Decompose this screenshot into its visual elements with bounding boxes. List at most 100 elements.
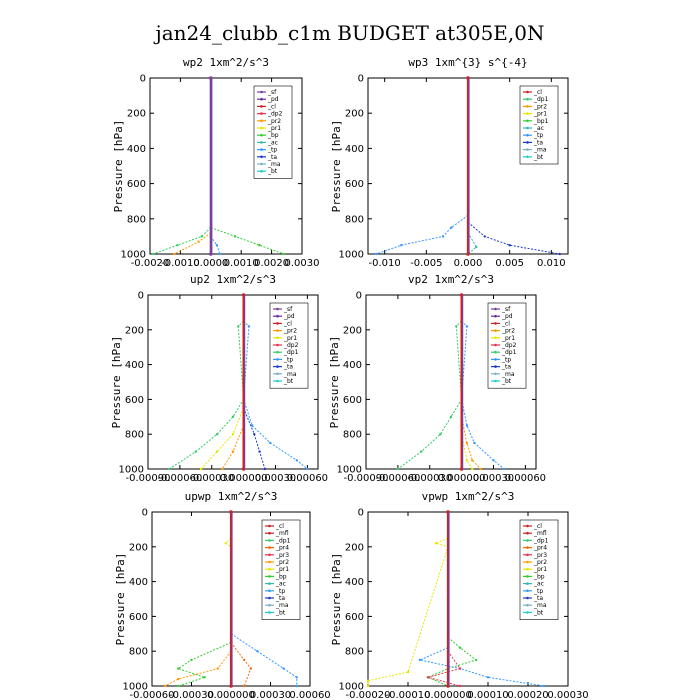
legend-marker — [526, 567, 529, 571]
series-point — [455, 325, 458, 328]
legend-marker — [268, 539, 271, 542]
legend-marker — [526, 589, 529, 593]
legend-marker — [526, 141, 529, 144]
series-point — [218, 252, 222, 256]
legend-label: _tp — [267, 147, 277, 154]
series-point — [215, 433, 219, 436]
series-point — [200, 235, 203, 238]
series-point — [199, 467, 203, 471]
x-tick-label: -0.010 — [369, 258, 401, 269]
legend-label: _pr2 — [533, 103, 547, 110]
legend-marker — [268, 567, 271, 571]
legend-label: _tp — [533, 132, 543, 139]
y-tick-label: 1000 — [337, 465, 362, 476]
legend-marker — [276, 365, 279, 368]
series-point — [177, 684, 180, 688]
legend-label: _bp1 — [533, 118, 549, 125]
legend-marker — [526, 97, 529, 101]
x-tick-label: 0.00030 — [255, 473, 296, 484]
series-point — [558, 252, 561, 256]
legend-marker — [276, 307, 279, 311]
figure-title: jan24_clubb_c1m BUDGET at305E,0N — [154, 21, 545, 45]
panel-title: vpwp 1xm^2/s^3 — [422, 490, 515, 503]
legend-label: _dp1 — [533, 537, 549, 544]
x-tick-label: -0.00030 — [169, 690, 214, 700]
series-point — [258, 244, 261, 247]
legend-marker — [494, 372, 497, 376]
x-tick-label: 0.00060 — [289, 690, 330, 700]
x-tick-label: -0.00090 — [126, 473, 171, 484]
legend-label: _mfl — [275, 530, 289, 537]
legend-marker — [260, 126, 263, 130]
series-point — [231, 450, 235, 453]
y-tick-label: 400 — [345, 577, 364, 588]
legend-label: _dp2 — [501, 342, 517, 349]
series-point — [231, 433, 235, 436]
legend-label: _pd — [501, 313, 513, 320]
legend-marker — [268, 553, 271, 557]
series-pr2-line — [174, 232, 212, 255]
legend-marker — [526, 539, 529, 542]
series-point — [256, 650, 259, 653]
panel-1: wp3 1xm^{3} s^{-4} Pressure [hPa] 0 200 400 6… — [330, 56, 569, 269]
x-tick-label: 0.00010 — [467, 690, 508, 700]
legend-marker — [494, 322, 497, 325]
series-point — [263, 467, 267, 471]
legend-label: _ta — [267, 154, 277, 161]
legend-marker — [526, 603, 529, 607]
legend-label: _cl — [275, 523, 284, 530]
series-point — [474, 658, 478, 662]
series-point — [458, 684, 462, 688]
legend-label: _bt — [267, 168, 278, 175]
y-tick-label: 800 — [129, 647, 148, 658]
series-point — [250, 424, 254, 427]
panel-title: vp2 1xm^2/s^3 — [408, 273, 494, 286]
legend-marker — [276, 329, 279, 332]
plot-frame — [365, 294, 537, 470]
legend-label: _pd — [267, 96, 279, 103]
y-axis-label: Pressure [hPa] — [330, 120, 343, 213]
series-point — [215, 244, 219, 247]
legend-label: _ac — [533, 581, 544, 588]
series-point — [473, 441, 476, 445]
series-pr1-line — [461, 434, 473, 470]
legend-label: _pr4 — [533, 545, 547, 552]
series-point — [215, 450, 219, 453]
y-tick-label: 0 — [358, 74, 364, 85]
legend-marker — [526, 596, 529, 600]
series-point — [231, 415, 235, 418]
series-point — [406, 670, 410, 674]
y-tick-label: 600 — [127, 179, 146, 190]
legend-label: _cl — [267, 103, 276, 110]
y-tick-label: 600 — [129, 612, 148, 623]
series-point — [475, 245, 478, 249]
plot-frame — [367, 511, 569, 687]
x-tick-label: 0.00030 — [250, 690, 291, 700]
legend-marker — [276, 358, 279, 361]
x-tick-label: -0.00090 — [344, 473, 389, 484]
series-point — [396, 467, 400, 471]
legend-label: _dp1 — [283, 349, 299, 356]
legend-marker — [526, 611, 529, 614]
legend-marker — [494, 329, 497, 332]
panel-4: upwp 1xm^2/s^3 Pressure [hPa] 0 200 400 600 80… — [114, 490, 331, 700]
panel-3: vp2 1xm^2/s^3 Pressure [hPa] 0 200 400 600 800… — [328, 273, 546, 484]
legend-label: _sf — [283, 306, 293, 313]
legend-label: _mfl — [533, 530, 547, 537]
series-point — [400, 244, 403, 247]
legend-marker — [260, 148, 263, 151]
legend-label: _bp — [275, 573, 287, 580]
legend-marker — [260, 105, 263, 108]
legend-marker — [276, 322, 279, 325]
series-pr4-line — [230, 642, 252, 687]
y-tick-label: 400 — [345, 144, 364, 155]
panel-title: up2 1xm^2/s^3 — [190, 273, 276, 286]
x-tick-label: 0.000000 — [207, 690, 255, 700]
y-tick-label: 200 — [343, 325, 362, 336]
legend-marker — [260, 162, 263, 166]
series-point — [203, 676, 206, 679]
series-point — [282, 667, 285, 670]
x-tick-label: -0.0010 — [161, 258, 200, 269]
legend-label: _ac — [275, 581, 286, 588]
